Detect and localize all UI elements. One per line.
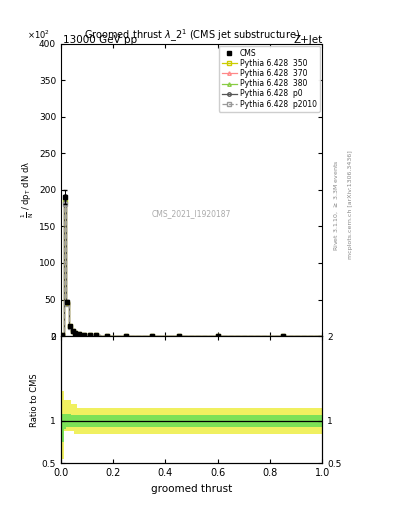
Y-axis label: $\mathregular{\frac{1}{N}}$ / $\mathregular{d p_T}$ $\mathregular{d N}$ $\mathre: $\mathregular{\frac{1}{N}}$ / $\mathregu… xyxy=(20,161,36,218)
Text: $\times10^2$: $\times10^2$ xyxy=(27,28,50,40)
Text: mcplots.cern.ch [arXiv:1306.3436]: mcplots.cern.ch [arXiv:1306.3436] xyxy=(348,151,353,259)
Title: Groomed thrust $\lambda\_2^1$ (CMS jet substructure): Groomed thrust $\lambda\_2^1$ (CMS jet s… xyxy=(84,27,299,44)
Text: Z+Jet: Z+Jet xyxy=(293,35,322,45)
Text: Rivet 3.1.10, $\geq$ 3.3M events: Rivet 3.1.10, $\geq$ 3.3M events xyxy=(332,159,340,250)
Text: 13000 GeV pp: 13000 GeV pp xyxy=(63,35,137,45)
X-axis label: groomed thrust: groomed thrust xyxy=(151,484,232,494)
Legend: CMS, Pythia 6.428  350, Pythia 6.428  370, Pythia 6.428  380, Pythia 6.428  p0, : CMS, Pythia 6.428 350, Pythia 6.428 370,… xyxy=(219,46,320,112)
Y-axis label: Ratio to CMS: Ratio to CMS xyxy=(30,373,39,426)
Text: CMS_2021_I1920187: CMS_2021_I1920187 xyxy=(152,209,231,218)
